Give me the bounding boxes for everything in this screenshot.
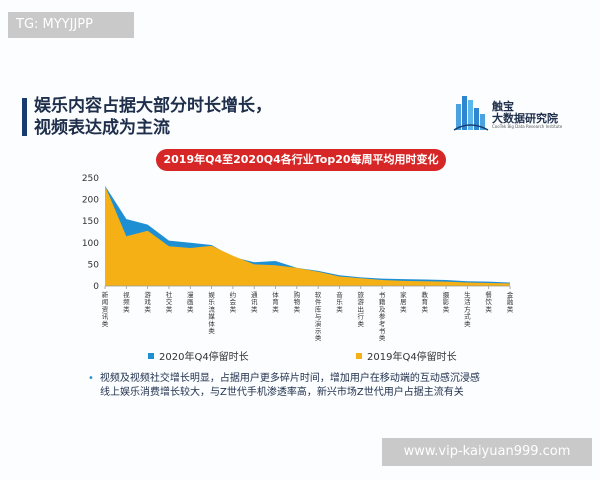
legend-swatch-2019 xyxy=(356,352,362,359)
y-tick-label: 150 xyxy=(82,217,99,227)
note-text-2: 线上娱乐消费增长较大，与Z世代手机渗透率高，新兴市场Z世代用户占据主流有关 xyxy=(100,387,464,398)
notes: • 视频及视频社交增长明显，占据用户更多碎片时间，增加用户在移动端的互动感沉浸感… xyxy=(88,372,548,400)
title-accent-bar xyxy=(22,98,27,136)
legend-label-2019: 2019年Q4停留时长 xyxy=(367,352,457,363)
x-tick-label: 音乐类 xyxy=(336,290,343,313)
x-tick-label: 生活方式类 xyxy=(464,290,471,328)
x-tick-label: 体育类 xyxy=(272,290,279,313)
legend-item-2019: 2019年Q4停留时长 xyxy=(356,348,457,363)
y-tick-label: 0 xyxy=(93,282,99,292)
y-tick-label: 250 xyxy=(82,174,99,184)
legend-label-2020: 2020年Q4停留时长 xyxy=(159,352,249,363)
series-area-2019 xyxy=(105,185,510,286)
x-tick-label: 餐饮类 xyxy=(485,290,492,313)
building-logo-icon xyxy=(453,96,489,131)
y-tick-label: 200 xyxy=(82,196,99,206)
brand-name-2: 大数据研究院 xyxy=(492,112,558,125)
legend-item-2020: 2020年Q4停留时长 xyxy=(148,348,249,363)
x-tick-label: 新闻资讯类 xyxy=(102,290,109,328)
x-tick-label: 游戏类 xyxy=(144,290,151,313)
area-chart: 0 50 100 150 200 250 新闻资讯类 视频类 游戏类 社交类 漫画类 娱乐流媒体类 约会… xyxy=(82,174,514,342)
brand-name-1: 触宝 xyxy=(492,100,514,113)
x-tick-label: 娱乐流媒体类 xyxy=(208,290,215,335)
x-tick-label: 教育类 xyxy=(421,290,428,313)
bullet-icon: • xyxy=(88,373,94,384)
note-text-1: 视频及视频社交增长明显，占据用户更多碎片时间，增加用户在移动端的互动感沉浸感 xyxy=(99,373,480,384)
title-line-1: 娱乐内容占据大部分时长增长， xyxy=(34,96,272,116)
x-tick-label: 软件库与演示类 xyxy=(315,290,322,342)
brand-logo: 触宝 大数据研究院 CooTek Big Data Research Insti… xyxy=(452,90,582,138)
x-tick-label: 书籍及参考书类 xyxy=(379,290,386,342)
brand-subtitle: CooTek Big Data Research Institute xyxy=(492,124,563,129)
x-tick-label: 家居类 xyxy=(400,290,407,313)
x-tick-label: 金融类 xyxy=(507,290,514,313)
x-tick-label: 摄影类 xyxy=(443,290,450,313)
watermark-bottom: www.vip-kaiyuan999.com xyxy=(382,438,592,466)
note-item: • 视频及视频社交增长明显，占据用户更多碎片时间，增加用户在移动端的互动感沉浸感 xyxy=(88,372,548,386)
watermark-top: TG: MYYJJPP xyxy=(8,12,134,38)
y-tick-label: 100 xyxy=(82,239,99,249)
x-tick-label: 购物类 xyxy=(294,290,301,313)
legend-swatch-2020 xyxy=(148,352,154,359)
x-tick-label: 旅游出行类 xyxy=(358,290,365,328)
title-line-2: 视频表达成为主流 xyxy=(34,118,170,138)
x-tick-label: 视频类 xyxy=(123,290,130,313)
x-tick-label: 约会类 xyxy=(230,290,237,313)
note-item: 线上娱乐消费增长较大，与Z世代手机渗透率高，新兴市场Z世代用户占据主流有关 xyxy=(88,386,548,400)
chart-title: 2019年Q4至2020Q4各行业Top20每周平均用时变化 xyxy=(156,149,446,171)
x-tick-label: 漫画类 xyxy=(187,290,194,313)
page-title: 娱乐内容占据大部分时长增长， 视频表达成为主流 xyxy=(34,95,272,139)
x-tick-label: 社交类 xyxy=(166,290,173,313)
y-tick-label: 50 xyxy=(88,260,100,270)
x-tick-label: 通讯类 xyxy=(251,290,258,313)
